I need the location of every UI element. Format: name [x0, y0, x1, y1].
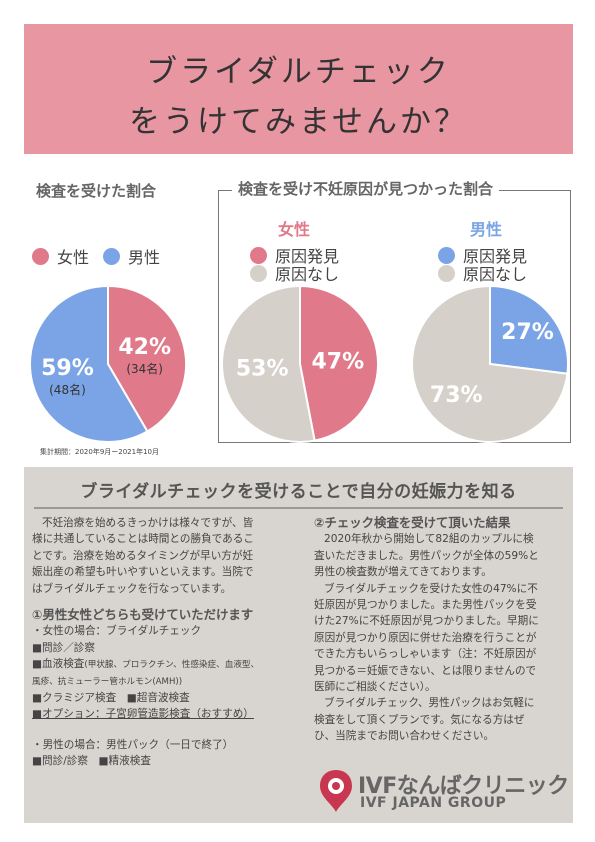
pie-value-label: 59% — [41, 356, 94, 381]
found-dot-icon — [250, 246, 267, 264]
item-interview: ■問診／診察 — [32, 641, 95, 654]
result-line: ブライダルチェックを受けた女性の47%に不 — [324, 582, 538, 595]
left-legend: 女性 男性 — [32, 247, 161, 267]
clinic-group: IVF JAPAN GROUP — [360, 795, 507, 811]
female-label: 女性 — [278, 220, 311, 239]
title-line-2: をうけてみませんか？ — [128, 104, 469, 140]
female-legend: 原因発見 原因なし — [250, 246, 340, 284]
legend-found: 原因発見 — [275, 247, 340, 266]
none-dot-icon — [250, 264, 267, 282]
pie-slice — [299, 284, 379, 442]
section-divider — [34, 507, 563, 509]
pie-value-label: 73% — [430, 383, 483, 408]
intro-line: 様に共通していることは時間との勝負であるこ — [32, 533, 254, 546]
item-chlamydia: ■クラミジア検査 ■超音波検査 — [32, 692, 190, 705]
result-line: ブライダルチェック、男性パックはお気軽に — [324, 697, 535, 710]
legend-male: 男性 — [128, 248, 161, 267]
intro-line: とです。治療を始めるタイミングが早い方が妊 — [32, 549, 254, 562]
left-stats-title: 検査を受けた割合 — [36, 182, 157, 200]
male-items: ■問診/診察 ■精液検査 — [32, 755, 151, 768]
period-note: 集計期間：2020年9月ー2021年10月 — [40, 448, 159, 456]
intro-line: はブライダルチェックを行なっています。 — [32, 582, 232, 595]
clinic-logo: IVFなんばクリニック IVF JAPAN GROUP — [318, 768, 569, 814]
result-line: けた27%に不妊原因が見つかりました。早期に — [314, 615, 539, 628]
legend-none: 原因なし — [463, 265, 528, 284]
right-stats-title: 検査を受け不妊原因が見つかった割合 — [238, 180, 494, 198]
item-blood-detail: (甲状腺、プロラクチン、性感染症、血液型、 — [84, 660, 260, 671]
pie-slice — [107, 284, 187, 433]
pie-value-label: 47% — [311, 349, 364, 374]
pie-value-label: 27% — [501, 320, 554, 345]
item-blood-detail-2: 風疹、抗ミューラー管ホルモン(AMH)) — [32, 676, 183, 687]
right-column: ②チェック検査を受けて頂いた結果 2020年秋から開始して82組のカップルに検 … — [314, 515, 566, 745]
title-line-1: ブライダルチェック — [146, 54, 451, 90]
legend-none: 原因なし — [275, 265, 340, 284]
pie-slice — [220, 284, 316, 443]
pie-value-label: 42% — [118, 335, 171, 360]
clinic-name: IVFなんばクリニック — [358, 774, 569, 799]
right-heading: ②チェック検査を受けて頂いた結果 — [314, 515, 511, 530]
pie-slice — [411, 284, 569, 443]
header-banner: ブライダルチェック をうけてみませんか？ — [24, 24, 573, 154]
result-line: ひ、当院までお問い合わせください。 — [314, 730, 495, 743]
pie-slice — [29, 284, 149, 443]
female-dot-icon — [32, 247, 49, 265]
legend-female: 女性 — [57, 248, 90, 267]
result-line: 男性の検査数が増えてきております。 — [314, 566, 492, 579]
result-line: 検査をして頂くプランです。気になる方はぜ — [314, 713, 525, 726]
result-line: できた方もいらっしゃいます（注：不妊原因が — [314, 648, 537, 661]
result-line: 妊原因が見つかりました。また男性パックを受 — [314, 599, 537, 612]
found-dot-icon — [438, 246, 455, 264]
pie-count-label: (48名) — [49, 382, 86, 397]
male-dot-icon — [103, 247, 121, 265]
pie-value-label: 53% — [236, 357, 289, 382]
section-title: ブライダルチェックを受けることで自分の妊娠力を知る — [80, 482, 517, 502]
left-heading: ①男性女性どちらも受けていただけます — [32, 607, 254, 623]
result-line: 原因が見つかり原因に併せた治療を行うことが — [314, 631, 537, 644]
male-legend: 原因発見 原因なし — [438, 246, 528, 284]
item-option: ■オプション：子宮卵管造影検査（おすすめ） — [32, 708, 254, 721]
pie-slice — [489, 284, 569, 375]
pie-chart-male: 27% 73% — [411, 284, 569, 443]
pie-count-label: (34名) — [126, 361, 163, 376]
left-column: 不妊治療を始めるきっかけは様々ですが、皆 様に共通していることは時間との勝負であ… — [32, 515, 294, 770]
result-line: 査いただきました。男性パックが全体の59%と — [314, 549, 539, 562]
location-pin-icon — [320, 770, 352, 812]
male-case: ・男性の場合：男性パック（一日で終了） — [32, 738, 234, 751]
pie-chart-female: 47% 53% — [220, 284, 379, 443]
result-line: 医師にご相談ください）。 — [314, 681, 436, 694]
ratio-title-wrap: 検査を受け不妊原因が見つかった割合 — [232, 178, 500, 199]
intro-line: 不妊治療を始めるきっかけは様々ですが、皆 — [42, 517, 254, 529]
result-line: 見つかる＝妊娠できない、とは限りませんので — [314, 664, 537, 677]
legend-found: 原因発見 — [463, 247, 528, 266]
male-label: 男性 — [470, 220, 503, 239]
female-case: ・女性の場合：ブライダルチェック — [32, 625, 202, 638]
intro-line: 娠出産の希望も叶いやすいといえます。当院で — [32, 566, 254, 579]
item-blood: ■血液検査(甲状腺、プロラクチン、性感染症、血液型、 — [32, 658, 260, 671]
info-section: ブライダルチェックを受けることで自分の妊娠力を知る — [24, 467, 573, 823]
result-line: 2020年秋から開始して82組のカップルに検 — [324, 533, 534, 546]
none-dot-icon — [438, 264, 455, 282]
pie-chart-gender: 42%(34名) 59%(48名) — [29, 284, 187, 443]
